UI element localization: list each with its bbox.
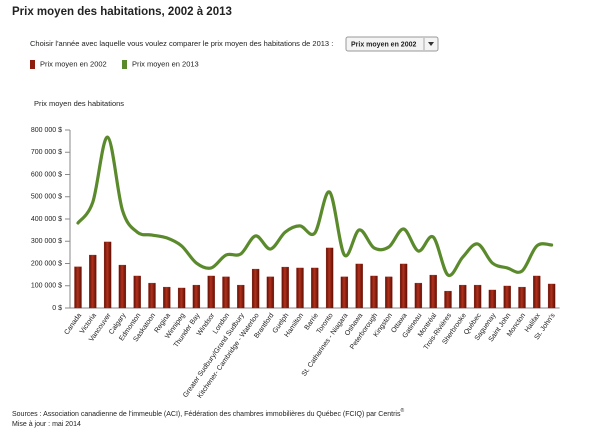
y-tick-label: 100 000 $ bbox=[31, 283, 62, 290]
y-tick-label: 600 000 $ bbox=[31, 171, 62, 178]
bar bbox=[207, 275, 215, 309]
bar bbox=[222, 276, 230, 309]
compare-prompt: Choisir l'année avec laquelle vous voule… bbox=[30, 39, 333, 48]
bar bbox=[473, 284, 482, 309]
bar bbox=[103, 241, 112, 309]
bar bbox=[547, 283, 556, 309]
bar bbox=[340, 276, 349, 309]
bar bbox=[133, 275, 141, 309]
bar bbox=[429, 274, 437, 309]
y-tick-label: 0 $ bbox=[52, 305, 62, 312]
bar bbox=[533, 275, 541, 309]
dropdown-arrow[interactable] bbox=[428, 42, 434, 46]
bar bbox=[266, 276, 275, 309]
bar bbox=[355, 263, 363, 309]
y-tick-label: 300 000 $ bbox=[31, 238, 62, 245]
legend-swatch bbox=[30, 60, 35, 69]
bar bbox=[370, 275, 378, 309]
bar bbox=[325, 247, 334, 309]
bar bbox=[459, 284, 467, 309]
legend-label: Prix moyen en 2013 bbox=[132, 59, 199, 68]
bar bbox=[399, 263, 408, 309]
bar bbox=[296, 267, 304, 309]
sources-text: Sources : Association canadienne de l'im… bbox=[12, 411, 401, 418]
bar bbox=[414, 282, 423, 309]
y-tick-label: 400 000 $ bbox=[31, 216, 62, 223]
bar bbox=[192, 284, 201, 309]
bar bbox=[311, 267, 319, 309]
bar bbox=[89, 254, 97, 309]
bar bbox=[488, 289, 497, 309]
y-tick-label: 500 000 $ bbox=[31, 194, 62, 201]
update-date: Mise à jour : mai 2014 bbox=[12, 421, 81, 428]
sources-mark: ® bbox=[400, 407, 404, 414]
bar bbox=[237, 284, 245, 309]
bar bbox=[177, 287, 186, 309]
y-tick-label: 800 000 $ bbox=[31, 127, 62, 134]
bar bbox=[385, 276, 393, 309]
bar bbox=[281, 266, 289, 309]
bar bbox=[444, 290, 452, 309]
dropdown-box[interactable] bbox=[345, 36, 439, 52]
bar bbox=[503, 285, 511, 309]
bar bbox=[251, 268, 260, 309]
legend-label: Prix moyen en 2002 bbox=[40, 59, 107, 68]
bar bbox=[148, 282, 156, 309]
sources: Sources : Association canadienne de l'im… bbox=[12, 407, 404, 418]
bar bbox=[518, 286, 526, 309]
year-dropdown[interactable]: Prix moyen en 2002 bbox=[345, 36, 439, 52]
y-axis-title: Prix moyen des habitations bbox=[34, 99, 124, 108]
y-tick-label: 200 000 $ bbox=[31, 260, 62, 267]
dropdown-value[interactable]: Prix moyen en 2002 bbox=[351, 41, 416, 48]
page-title: Prix moyen des habitations, 2002 à 2013 bbox=[12, 6, 232, 18]
y-tick-label: 700 000 $ bbox=[31, 149, 62, 156]
bar bbox=[74, 266, 82, 309]
bar bbox=[118, 264, 127, 309]
legend-swatch bbox=[122, 60, 127, 69]
line-series bbox=[76, 135, 554, 278]
bar bbox=[163, 286, 171, 309]
